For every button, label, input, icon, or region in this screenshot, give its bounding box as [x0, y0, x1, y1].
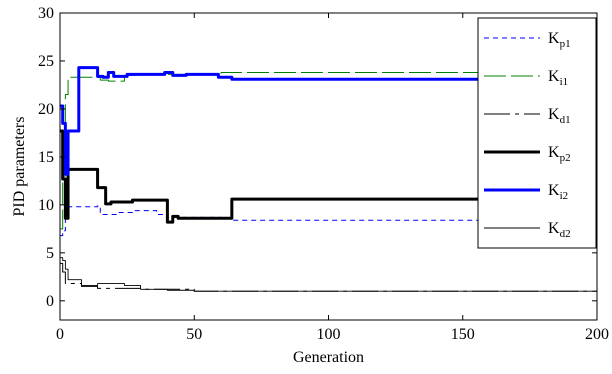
series-line-kp2 [60, 129, 597, 224]
series-line-ki2 [60, 66, 597, 176]
legend-label-base: K [548, 68, 560, 85]
y-tick-label: 30 [38, 5, 54, 22]
series-line-kd2 [60, 257, 597, 292]
legend-label-subscript: i2 [560, 190, 569, 202]
y-axis-label: PID parameters [11, 117, 28, 217]
y-tick-label: 20 [38, 101, 54, 118]
legend-label-base: K [548, 182, 560, 199]
legend-label-base: K [548, 106, 560, 123]
x-tick-label: 150 [451, 326, 475, 343]
x-tick-label: 200 [585, 326, 609, 343]
legend-label-kp1: Kp1 [548, 30, 571, 50]
legend-label-base: K [548, 220, 560, 237]
y-tick-label: 0 [46, 293, 54, 310]
x-axis-label: Generation [293, 349, 364, 366]
y-tick-label: 10 [38, 197, 54, 214]
series-line-kd1 [60, 262, 597, 292]
legend-label-ki2: Ki2 [548, 182, 568, 202]
legend-box [477, 17, 597, 249]
y-tick-label: 5 [46, 245, 54, 262]
axis-ticks: 0 50 100 150 200 0 5 10 15 20 25 30 [38, 5, 609, 343]
legend-label-kd1: Kd1 [548, 106, 571, 126]
x-tick-label: 0 [56, 326, 64, 343]
legend-label-subscript: i1 [560, 76, 569, 88]
legend-label-ki1: Ki1 [548, 68, 568, 88]
legend-label-subscript: p2 [560, 152, 571, 164]
legend-label-base: K [548, 30, 560, 47]
legend-label-kp2: Kp2 [548, 144, 571, 164]
y-tick-label: 15 [38, 149, 54, 166]
y-tick-label: 25 [38, 53, 54, 70]
legend-label-kd2: Kd2 [548, 220, 571, 240]
legend-label-subscript: p1 [560, 38, 571, 50]
x-tick-label: 50 [186, 326, 202, 343]
legend-label-subscript: d2 [560, 228, 571, 240]
legend-label-subscript: d1 [560, 114, 571, 126]
series-layer [60, 66, 597, 292]
x-tick-label: 100 [317, 326, 341, 343]
legend-label-base: K [548, 144, 560, 161]
